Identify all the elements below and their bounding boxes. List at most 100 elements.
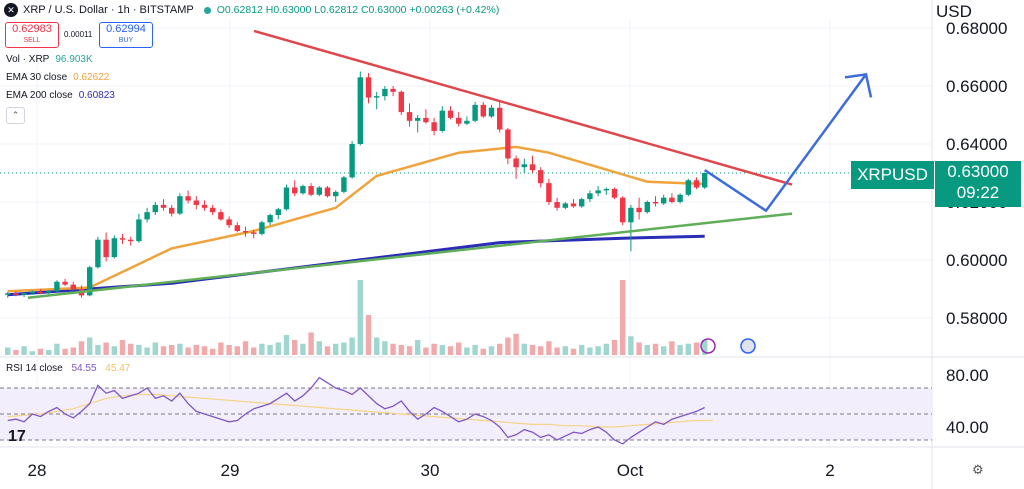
market-status-icon — [203, 6, 211, 14]
candle-body — [275, 209, 281, 216]
candle-body — [464, 120, 470, 124]
volume-bar — [226, 345, 232, 355]
ohlc-values: O0.62812 H0.63000 L0.62812 C0.63000 +0.0… — [216, 4, 500, 16]
volume-bar — [488, 346, 495, 355]
candle-body — [357, 77, 363, 144]
volume-bar — [177, 343, 183, 355]
volume-bar — [103, 342, 109, 355]
collapse-legend-icon[interactable]: ⌃ — [6, 107, 25, 124]
ema200-value: 0.60823 — [78, 90, 115, 101]
volume-bar — [693, 342, 700, 355]
volume-bar — [374, 337, 380, 355]
candle-body — [316, 187, 322, 195]
buy-label: BUY — [118, 37, 134, 44]
resistance-trendline — [253, 29, 793, 186]
volume-bar — [144, 347, 150, 355]
volume-bar — [505, 337, 511, 355]
price-tick-label: 0.68000 — [946, 19, 1007, 38]
candle-body — [521, 164, 527, 168]
volume-bar — [21, 346, 27, 355]
sell-label: SELL — [23, 37, 41, 44]
ema30-legend[interactable]: EMA 30 close 0.62622 — [6, 72, 109, 83]
volume-bar — [324, 346, 331, 355]
volume-bar — [349, 337, 355, 355]
candle-body — [46, 291, 52, 293]
chart-header: ✕ XRP / U.S. Dollar · 1h · BITSTAMP O0.6… — [0, 0, 499, 20]
volume-bar — [390, 343, 396, 355]
volume-bar — [677, 345, 683, 355]
price-tick-label: 0.66000 — [946, 77, 1007, 96]
candle-body — [267, 215, 273, 223]
candle-body — [685, 180, 691, 195]
time-tick-label: 28 — [28, 461, 47, 480]
candle-body — [13, 293, 19, 295]
candle-body — [406, 112, 413, 121]
candle-body — [439, 110, 445, 131]
bar-countdown: 09:22 — [956, 183, 1000, 202]
volume-bar — [119, 340, 126, 355]
candle-body — [497, 107, 503, 130]
volume-bar — [152, 342, 158, 355]
volume-bar — [70, 347, 76, 355]
candle-body — [193, 200, 199, 205]
volume-bar — [521, 343, 527, 355]
candle-body — [456, 117, 462, 124]
settings-icon[interactable]: ⚙ — [972, 462, 984, 477]
candle-body — [308, 186, 314, 195]
sell-button[interactable]: 0.62983 SELL — [5, 22, 59, 48]
volume-legend[interactable]: Vol · XRP 96.903K — [6, 54, 93, 65]
volume-bar — [546, 341, 552, 355]
projection-path — [704, 73, 868, 213]
volume-bar — [480, 348, 486, 355]
candle-body — [693, 180, 700, 188]
candle-body — [595, 190, 601, 194]
candle-body — [242, 231, 249, 233]
symbol-title[interactable]: XRP / U.S. Dollar · 1h · BITSTAMP — [23, 4, 194, 16]
candle-body — [529, 164, 536, 171]
candle-body — [603, 188, 609, 191]
volume-bar — [554, 347, 560, 355]
candle-body — [628, 207, 634, 223]
buy-button[interactable]: 0.62994 BUY — [99, 22, 153, 48]
candle-body — [201, 204, 208, 208]
volume-bar — [587, 347, 593, 355]
rsi-legend[interactable]: RSI 14 close 54.55 45.47 — [6, 363, 130, 374]
volume-bar — [423, 347, 429, 355]
candle-body — [415, 117, 421, 121]
volume-bar — [46, 350, 52, 355]
symbol-price-tag: XRPUSD — [851, 161, 934, 189]
projection-arrowhead — [844, 72, 873, 98]
candle-body — [177, 196, 183, 214]
volume-bar — [398, 345, 404, 355]
candle-body — [579, 199, 585, 207]
candle-body — [70, 284, 76, 289]
volume-bar — [685, 343, 691, 355]
ema200-legend[interactable]: EMA 200 close 0.60823 — [6, 90, 115, 101]
volume-bar — [5, 347, 11, 355]
rsi-tick-label: 80.00 — [946, 366, 989, 385]
volume-bar — [497, 343, 503, 355]
volume-bar — [652, 343, 659, 355]
volume-bar — [529, 345, 536, 355]
candle-body — [431, 122, 437, 131]
volume-bar — [136, 345, 142, 355]
last-price: 0.63000 — [947, 162, 1009, 181]
sell-price: 0.62983 — [12, 23, 52, 35]
volume-bar — [210, 348, 216, 355]
volume-bar — [251, 347, 257, 355]
candle-body — [611, 188, 618, 198]
ema30-value: 0.62622 — [73, 72, 110, 83]
support-trendline — [27, 212, 793, 299]
candle-body — [292, 187, 298, 194]
candle-body — [423, 117, 429, 123]
candle-body — [702, 173, 708, 188]
candle-body — [136, 219, 142, 242]
volume-bar — [275, 342, 281, 355]
candle-body — [538, 170, 544, 184]
candle-body — [324, 187, 331, 197]
currency-label[interactable]: USD — [936, 2, 972, 21]
candle-body — [300, 186, 306, 194]
volume-bar — [283, 335, 290, 355]
volume-bar — [456, 342, 462, 355]
